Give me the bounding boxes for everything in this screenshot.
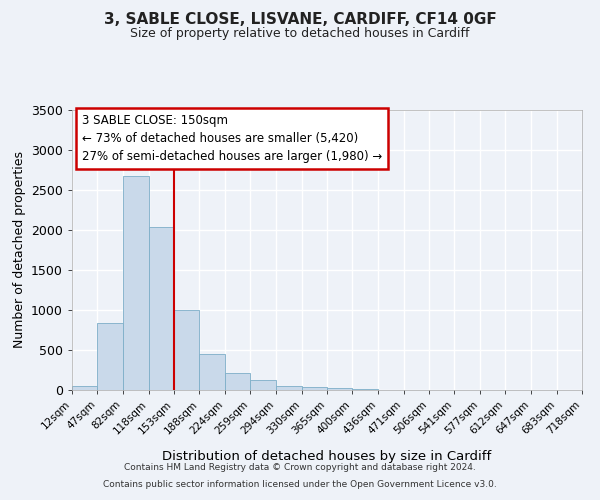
Bar [199, 354, 225, 390]
Bar [352, 389, 378, 390]
Text: Contains HM Land Registry data © Crown copyright and database right 2024.: Contains HM Land Registry data © Crown c… [124, 464, 476, 472]
Text: Contains public sector information licensed under the Open Government Licence v3: Contains public sector information licen… [103, 480, 497, 489]
Bar [327, 388, 352, 390]
Text: Size of property relative to detached houses in Cardiff: Size of property relative to detached ho… [130, 28, 470, 40]
Bar [72, 386, 97, 390]
Bar [149, 227, 174, 390]
Bar [97, 323, 122, 390]
Bar [276, 386, 302, 390]
Bar [302, 387, 327, 390]
Bar [225, 373, 250, 390]
Y-axis label: Number of detached properties: Number of detached properties [13, 152, 26, 348]
Bar [250, 380, 276, 390]
Bar [174, 310, 199, 390]
Text: 3 SABLE CLOSE: 150sqm
← 73% of detached houses are smaller (5,420)
27% of semi-d: 3 SABLE CLOSE: 150sqm ← 73% of detached … [82, 114, 382, 163]
Text: 3, SABLE CLOSE, LISVANE, CARDIFF, CF14 0GF: 3, SABLE CLOSE, LISVANE, CARDIFF, CF14 0… [104, 12, 496, 28]
X-axis label: Distribution of detached houses by size in Cardiff: Distribution of detached houses by size … [163, 450, 491, 463]
Bar [122, 176, 149, 390]
